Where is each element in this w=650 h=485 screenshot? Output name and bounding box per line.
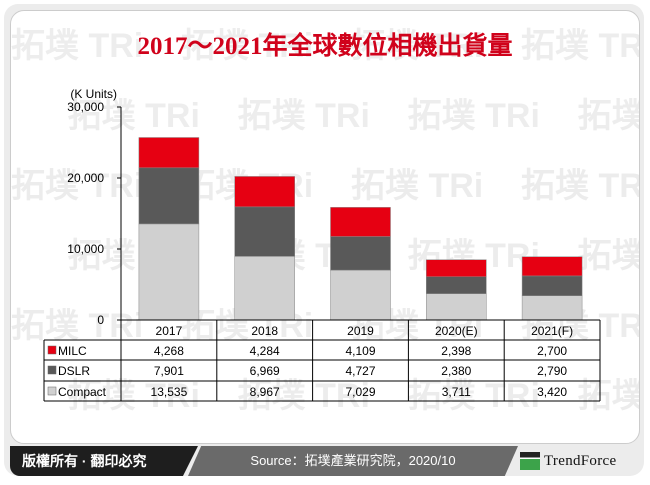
data-label: 4,109 [345, 344, 375, 358]
legend-label: DSLR [58, 364, 90, 378]
stacked-bar-chart: (K Units) 0 10,000 20,000 30,000 2017 2018 2019… [43, 87, 601, 402]
data-label: 8,967 [250, 385, 280, 399]
bar-milc-2020(E) [426, 259, 487, 278]
bar-compact-2017 [138, 223, 200, 321]
legend-label: Compact [58, 385, 107, 399]
y-tick-label: 30,000 [67, 100, 104, 114]
bar-compact-2018 [234, 256, 295, 321]
data-label: 4,727 [345, 364, 375, 378]
trendforce-logo-icon [520, 452, 540, 470]
bar-milc-2021(F) [521, 256, 583, 277]
bar-milc-2017 [138, 137, 200, 169]
data-label: 4,268 [154, 344, 184, 358]
bar-milc-2018 [234, 176, 295, 208]
bar-milc-2019 [330, 207, 391, 237]
footer: Source：拓墣產業研究院，2020/10 版權所有 · 翻印必究 Trend… [10, 446, 640, 476]
bar-dslr-2018 [234, 206, 295, 257]
legend-swatch-milc [47, 345, 57, 355]
bar-compact-2019 [330, 269, 391, 321]
brand-name: TrendForce [544, 452, 617, 469]
data-label: 4,284 [250, 344, 280, 358]
y-tick-label: 0 [97, 313, 104, 327]
legend-label: MILC [58, 344, 87, 358]
chart-title: 2017～2021年全球數位相機出貨量 [137, 33, 513, 60]
data-label: 6,969 [250, 364, 280, 378]
x-tick-label: 2019 [347, 324, 374, 338]
bar-compact-2020(E) [426, 293, 487, 321]
x-tick-label: 2020(E) [435, 324, 478, 338]
bar-dslr-2020(E) [426, 276, 487, 294]
y-tick-label: 20,000 [67, 171, 104, 185]
copyright-text: 版權所有 · 翻印必究 [10, 446, 198, 476]
data-label: 2,380 [441, 364, 471, 378]
bar-dslr-2019 [330, 236, 391, 271]
data-label: 3,420 [537, 385, 567, 399]
data-label: 3,711 [442, 385, 471, 399]
legend-swatch-dslr [47, 365, 57, 375]
data-label: 7,029 [345, 385, 375, 399]
y-axis-label: (K Units) [70, 87, 117, 101]
bar-dslr-2017 [138, 167, 200, 225]
bar-compact-2021(F) [521, 295, 583, 321]
data-label: 2,790 [537, 364, 567, 378]
data-label: 2,700 [537, 344, 567, 358]
y-tick-label: 10,000 [67, 242, 104, 256]
data-label: 13,535 [151, 385, 188, 399]
x-tick-label: 2017 [156, 324, 183, 338]
data-label: 2,398 [441, 344, 471, 358]
legend-swatch-compact [47, 386, 57, 396]
x-tick-label: 2021(F) [531, 324, 573, 338]
source-text: Source：拓墣產業研究院，2020/10 [188, 446, 518, 476]
trendforce-logo: TrendForce [520, 446, 640, 476]
x-tick-label: 2018 [251, 324, 278, 338]
data-label: 7,901 [154, 364, 184, 378]
bar-dslr-2021(F) [521, 275, 583, 296]
